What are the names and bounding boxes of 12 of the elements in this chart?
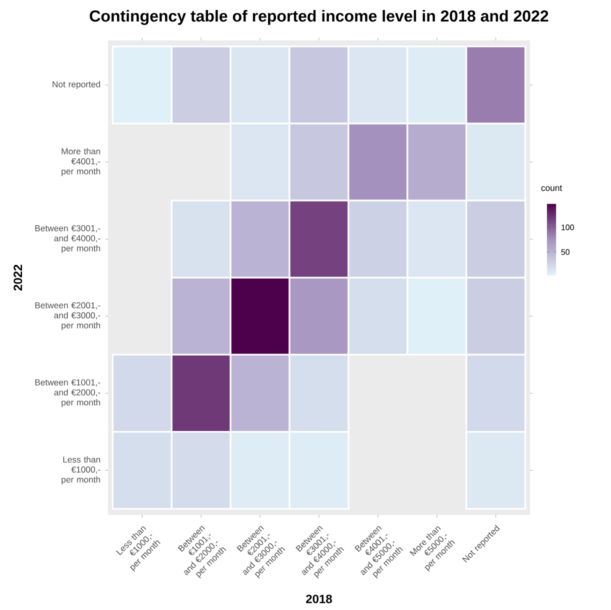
chart-title: Contingency table of reported income level in 2018 and 2022 (90, 10, 548, 25)
y-tick-label: More than €4001,- per month (62, 148, 100, 176)
color-bar-title: count (541, 185, 562, 191)
y-tick-label: Between €2001,- and €3000,- per month (35, 302, 100, 330)
y-tick-label: Less than €1000,- per month (62, 456, 100, 484)
y-axis-title: 2022 (14, 264, 22, 291)
y-tick-label: Not reported (52, 80, 100, 90)
x-axis-title: 2018 (306, 594, 332, 604)
color-bar-label: 100 (562, 224, 574, 230)
y-tick-label: Between €1001,- and €2000,- per month (35, 379, 100, 408)
y-tick-label: Between €3001,- and €4000,- per month (35, 225, 100, 254)
color-bar-label: 50 (561, 249, 570, 255)
